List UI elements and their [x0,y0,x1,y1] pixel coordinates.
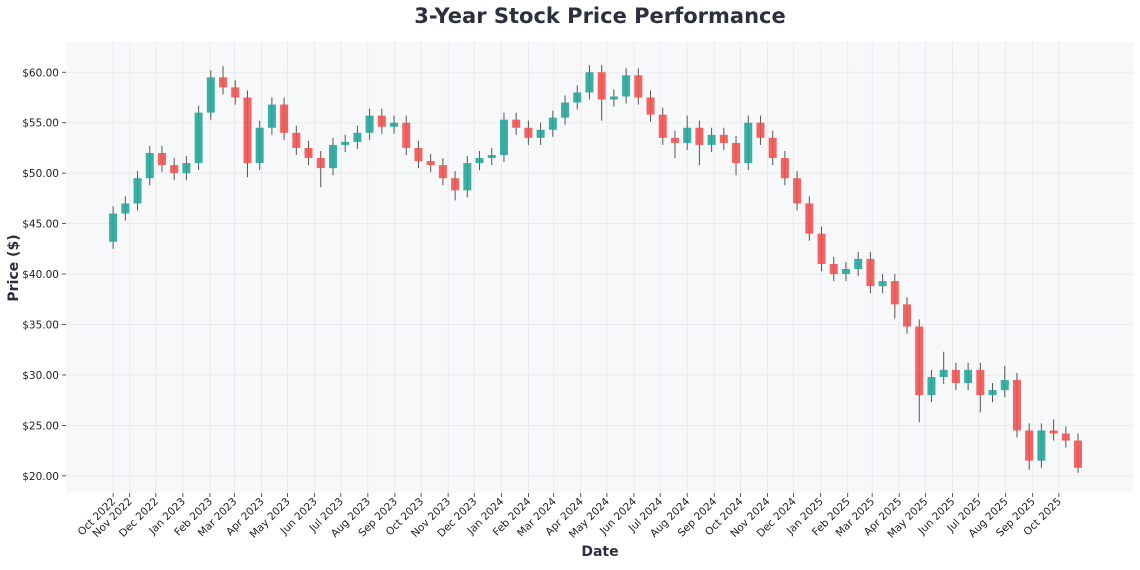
candle-up [182,163,191,174]
candle-down [451,178,460,191]
candle-down [292,132,301,148]
candle-up [487,155,496,159]
candle-up [939,369,948,377]
y-tick-label: $55.00 [22,118,59,130]
candle-up [328,144,337,169]
candle-up [255,127,264,164]
candle-down [915,326,924,396]
candle-up [341,141,350,145]
candle-up [609,96,618,100]
candle-down [951,369,960,384]
candle-down [414,147,423,162]
candle-down [280,104,289,133]
candle-down [402,122,411,148]
candle-down [243,97,252,164]
candle-up [878,281,887,287]
candle-down [793,178,802,204]
candle-down [646,97,655,115]
candle-down [670,137,679,143]
x-axis-label: Date [581,544,618,560]
candle-up [536,129,545,138]
candle-down [634,75,643,98]
candle-up [390,122,399,127]
candle-down [976,369,985,396]
candle-down [866,258,875,287]
candle-up [206,77,215,113]
candle-down [890,281,899,305]
candle-up [573,92,582,103]
y-tick-label: $35.00 [22,320,59,332]
candle-down [756,122,765,138]
chart-title: 3-Year Stock Price Performance [414,4,785,28]
candle-up [988,390,997,396]
candle-down [732,142,741,164]
candle-down [597,72,606,100]
candle-down [316,158,325,169]
candle-down [829,263,838,275]
candle-down [377,115,386,127]
candle-up [475,158,484,164]
candle-up [622,75,631,97]
candle-up [585,72,594,93]
y-tick-label: $25.00 [22,420,59,432]
candle-down [219,77,228,88]
candle-up [365,115,374,133]
candle-down [658,114,667,138]
candle-down [695,127,704,145]
y-axis: $20.00 $25.00 $30.00 $35.00 $40.00 $45.00 $50.… [22,67,66,483]
candle-down [1061,433,1070,441]
y-axis-label: Price ($) [6,234,22,301]
candle-up [1037,430,1046,461]
candle-up [267,104,276,128]
candle-up [133,178,142,204]
candle-down [438,165,447,179]
candle-down [157,152,166,166]
candle-down [524,127,533,138]
y-tick-label: $45.00 [22,219,59,231]
candle-down [304,147,313,159]
candle-down [1025,430,1034,461]
candle-down [805,203,814,234]
y-tick-label: $60.00 [22,67,59,79]
candle-down [719,134,728,143]
candle-down [1074,440,1083,468]
candle-up [548,117,557,130]
y-tick-label: $20.00 [22,471,59,483]
candle-up [561,102,570,118]
candle-down [780,158,789,179]
candle-down [231,87,240,98]
candle-up [964,369,973,384]
candle-down [1012,379,1021,431]
candle-up [194,112,203,164]
candle-up [683,127,692,143]
candle-up [109,213,118,242]
candle-up [927,376,936,396]
candle-up [854,258,863,270]
candle-up [707,134,716,145]
candle-down [512,119,521,128]
candle-up [145,152,154,179]
candle-up [463,163,472,191]
candle-down [1049,430,1058,434]
candle-down [817,233,826,264]
candle-up [744,122,753,164]
candle-down [170,165,179,174]
y-tick-label: $40.00 [22,269,59,281]
y-tick-label: $50.00 [22,168,59,180]
candle-up [499,119,508,156]
candle-up [353,132,362,142]
candle-down [903,304,912,327]
candle-up [1000,379,1009,391]
candle-up [121,203,130,214]
candle-down [768,137,777,159]
candle-up [841,269,850,275]
y-tick-label: $30.00 [22,370,59,382]
candles [109,65,1083,473]
candle-down [426,161,435,166]
